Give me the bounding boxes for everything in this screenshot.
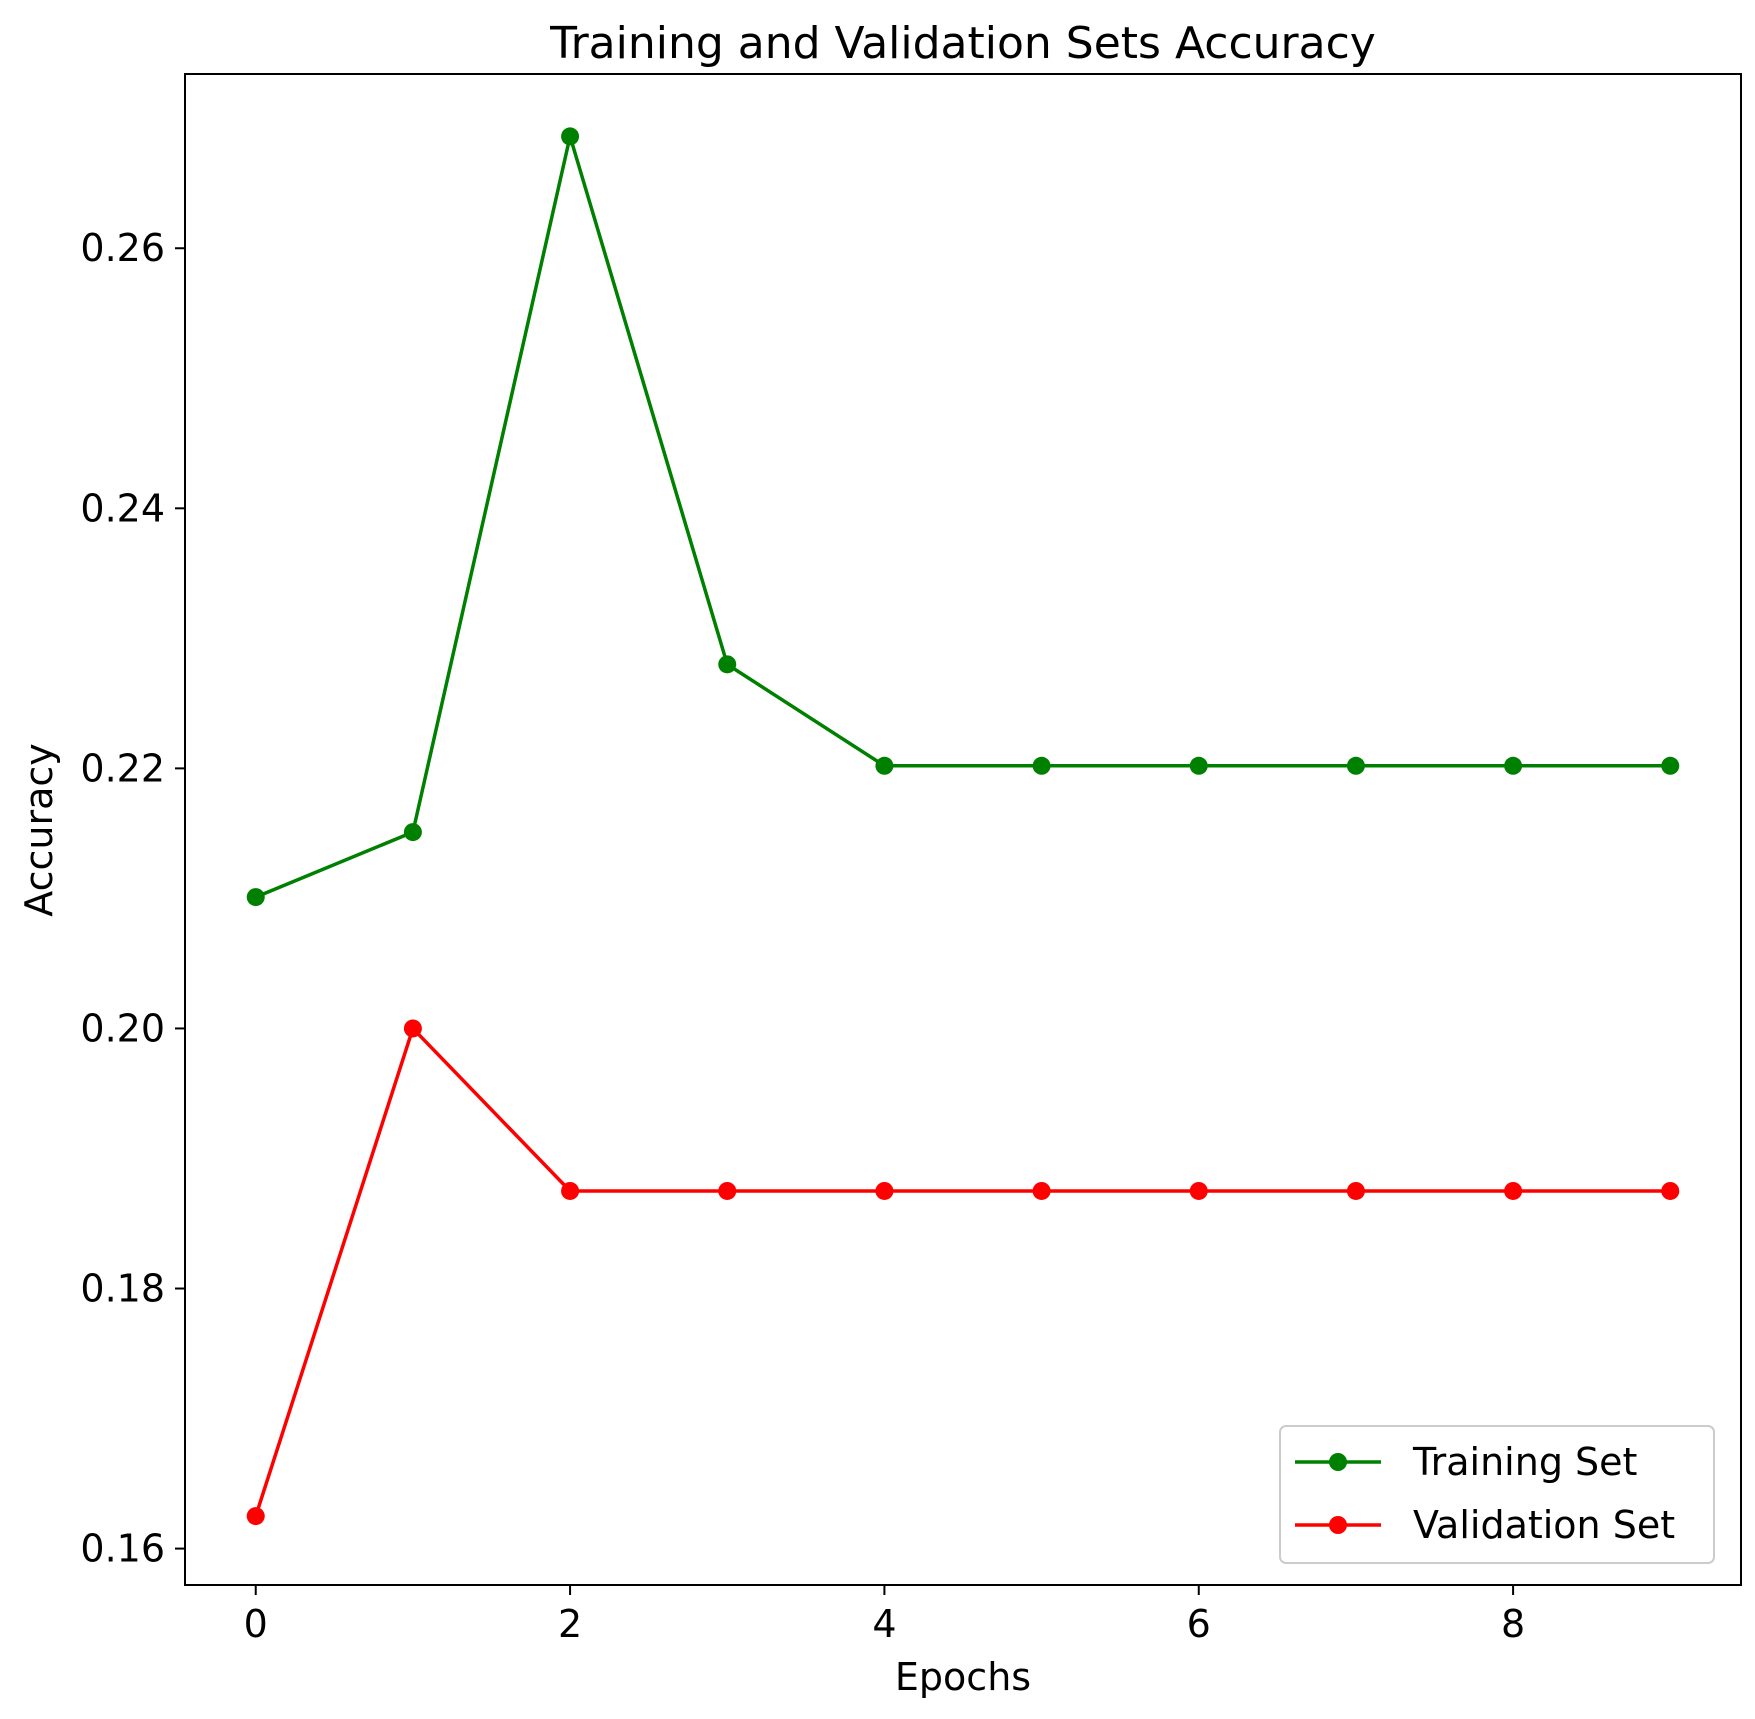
data-point	[1032, 1181, 1051, 1200]
plot-frame	[184, 73, 1742, 1586]
y-tick-label: 0.20	[80, 1006, 165, 1050]
legend: Training Set Validation Set	[1279, 1425, 1715, 1564]
chart-title: Training and Validation Sets Accuracy	[549, 18, 1376, 69]
y-tick-label: 0.18	[80, 1267, 165, 1311]
y-axis: 0.16 0.18 0.20 0.22 0.24 0.26	[80, 226, 185, 1571]
legend-marker	[1329, 1516, 1347, 1534]
data-point	[246, 888, 265, 907]
data-point	[1346, 1181, 1365, 1200]
x-tick-label: 0	[244, 1602, 268, 1646]
data-point	[1504, 756, 1523, 775]
x-axis-label: Epochs	[895, 1655, 1031, 1699]
legend-label: Training Set	[1412, 1440, 1637, 1484]
data-point	[875, 1181, 894, 1200]
data-point	[875, 756, 894, 775]
legend-box	[1279, 1425, 1715, 1564]
data-point	[403, 1019, 422, 1038]
data-point	[1661, 756, 1680, 775]
series-line	[255, 134, 1671, 899]
x-tick-label: 8	[1501, 1602, 1525, 1646]
data-point	[561, 127, 580, 146]
x-tick-label: 2	[558, 1602, 582, 1646]
data-point	[1346, 756, 1365, 775]
series-0	[246, 127, 1680, 907]
legend-item: Validation Set	[1295, 1503, 1675, 1547]
data-point	[1661, 1181, 1680, 1200]
data-point	[718, 655, 737, 674]
x-axis: 0 2 4 6 8	[244, 1585, 1525, 1646]
data-point	[1189, 756, 1208, 775]
y-tick-label: 0.22	[80, 746, 165, 790]
legend-label: Validation Set	[1413, 1503, 1675, 1547]
legend-marker	[1329, 1453, 1347, 1471]
y-tick-label: 0.24	[80, 486, 165, 530]
plot-area	[246, 127, 1680, 1526]
y-tick-label: 0.26	[80, 226, 165, 270]
data-point	[561, 1181, 580, 1200]
data-point	[1504, 1181, 1523, 1200]
x-tick-label: 6	[1187, 1602, 1211, 1646]
y-tick-label: 0.16	[80, 1527, 165, 1571]
series-1	[246, 1019, 1680, 1526]
data-point	[1189, 1181, 1208, 1200]
data-point	[718, 1181, 737, 1200]
y-axis-label: Accuracy	[17, 743, 61, 917]
series-line	[254, 1026, 1671, 1517]
data-point	[246, 1507, 265, 1526]
legend-item: Training Set	[1295, 1440, 1637, 1484]
data-point	[1032, 756, 1051, 775]
data-point	[403, 823, 422, 842]
x-tick-label: 4	[872, 1602, 896, 1646]
